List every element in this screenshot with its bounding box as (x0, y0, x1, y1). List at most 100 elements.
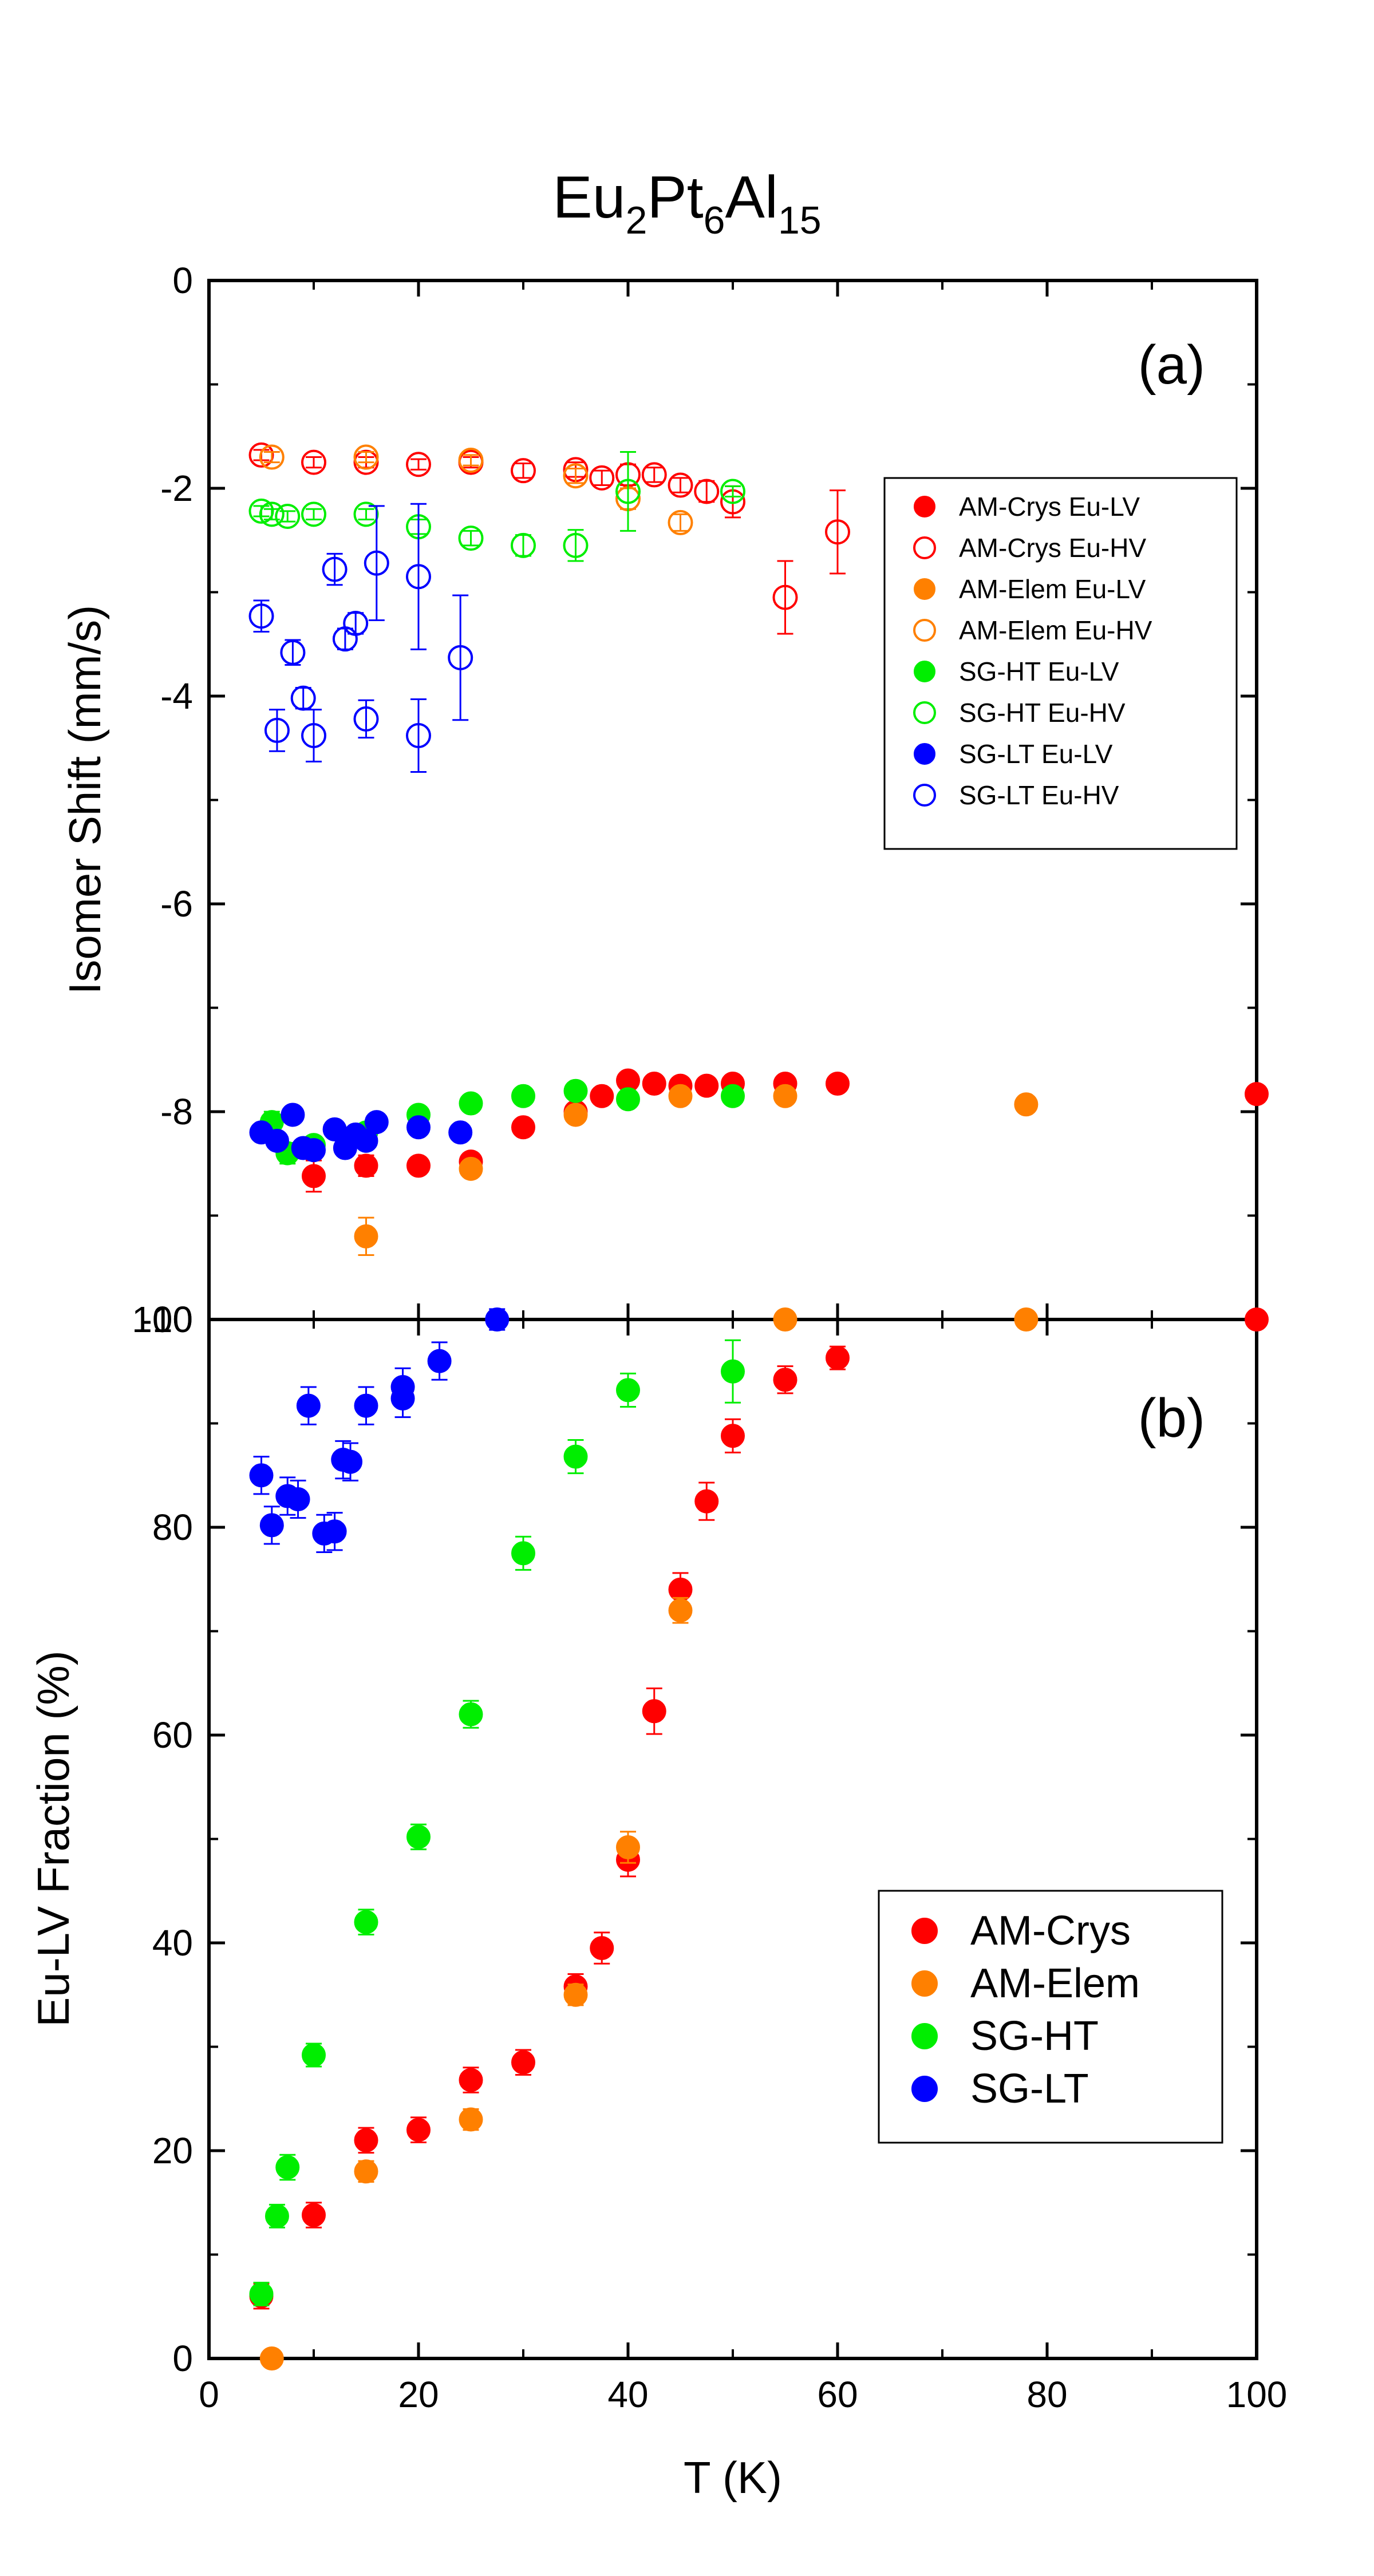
series-sg-lt (249, 1307, 510, 1554)
legend-marker (911, 1918, 938, 1944)
y-tick-label: 40 (152, 1922, 193, 1963)
data-point (694, 1489, 719, 1514)
panel-b-label: (b) (1138, 1388, 1205, 1449)
data-point (448, 645, 473, 670)
data-point (721, 1084, 745, 1108)
data-point (642, 1071, 666, 1096)
legend-label: AM-Crys (970, 1908, 1131, 1954)
data-point (301, 449, 326, 475)
data-point (281, 1103, 305, 1127)
legend-marker (914, 743, 935, 765)
legend-marker (911, 2076, 938, 2102)
x-tick-label: 40 (607, 2374, 648, 2415)
y-tick-label: 0 (172, 2338, 193, 2379)
panel-b-x-axis-title: T (K) (684, 2452, 782, 2503)
title-part-4: 6 (704, 199, 725, 242)
data-point (301, 501, 326, 527)
panel-a-y-axis-title: Isomer Shift (mm/s) (60, 605, 110, 994)
y-tick-label: -4 (160, 675, 193, 717)
data-point (302, 2203, 326, 2227)
series-am-elem-eu-lv (354, 1084, 1039, 1256)
data-point (642, 1699, 666, 1724)
data-point (259, 1513, 284, 1538)
data-point (641, 462, 667, 488)
data-point (406, 1153, 431, 1178)
panel-a-data-marks (248, 442, 1269, 1256)
data-point (264, 717, 290, 743)
data-point (616, 1087, 640, 1112)
title-part-3: Pt (647, 164, 703, 231)
legend-marker (913, 784, 936, 807)
data-point (302, 1164, 326, 1188)
data-point (406, 2117, 431, 2142)
y-tick-label: 0 (172, 260, 193, 301)
data-point (485, 1307, 510, 1332)
data-point (1245, 1082, 1269, 1107)
data-point (249, 2282, 274, 2306)
panel-b-frame (207, 1318, 1258, 2360)
y-tick-label: -2 (160, 468, 193, 509)
data-point (511, 1541, 535, 1566)
data-point (668, 472, 693, 498)
data-point (354, 1128, 378, 1153)
data-point (249, 1463, 274, 1488)
data-point (406, 1115, 431, 1140)
y-tick-label: 60 (152, 1714, 193, 1756)
panel-a-legend: AM-Crys Eu-LV AM-Crys Eu-HV AM-Elem Eu-LV A… (883, 477, 1238, 850)
title-part-6: 15 (778, 199, 822, 242)
data-point (296, 1393, 321, 1418)
panel-b-data-marks (249, 1307, 1269, 2370)
data-point (354, 1393, 378, 1418)
data-point (353, 501, 379, 527)
data-point (511, 532, 536, 558)
data-point (458, 526, 484, 551)
data-point (694, 1073, 719, 1098)
data-point (563, 463, 589, 489)
data-point (616, 1378, 640, 1402)
data-point (364, 550, 389, 576)
series-sg-ht-eu-hv (248, 451, 745, 562)
data-point (406, 564, 431, 590)
data-point (353, 444, 379, 470)
data-point (1014, 1307, 1039, 1332)
data-point (511, 1084, 535, 1108)
data-point (668, 1084, 693, 1108)
data-point (248, 603, 274, 629)
data-point (1245, 1307, 1269, 1332)
data-point (563, 1078, 588, 1103)
y-tick-label: -6 (160, 883, 193, 924)
data-point (511, 458, 536, 484)
data-point (406, 452, 431, 477)
legend-label: AM-Elem (970, 1961, 1140, 2006)
y-tick-label: 100 (132, 1299, 193, 1340)
data-point (1014, 1092, 1039, 1117)
data-point (354, 2128, 378, 2152)
data-point (563, 1103, 588, 1127)
data-point (772, 584, 798, 610)
legend-label: SG-LT Eu-LV (959, 739, 1113, 769)
data-point (668, 509, 693, 535)
data-point (721, 1424, 745, 1448)
panel-b-y-axis-title: Eu-LV Fraction (%) (28, 1650, 78, 2026)
data-point (364, 1110, 389, 1135)
legend-marker (914, 578, 935, 600)
title-part-2: 2 (626, 199, 647, 242)
legend-marker (914, 661, 935, 682)
data-point (286, 1487, 310, 1511)
data-point (773, 1368, 797, 1392)
y-tick-label: 20 (152, 2130, 193, 2171)
data-point (264, 2204, 289, 2229)
data-point (322, 1519, 347, 1544)
data-point (448, 1120, 473, 1145)
data-point (458, 447, 484, 473)
x-tick-label: 100 (1226, 2374, 1288, 2415)
series-am-crys-eu-hv (248, 442, 850, 635)
data-point (459, 2107, 483, 2132)
data-point (773, 1307, 797, 1332)
data-point (275, 2155, 300, 2180)
data-point (459, 2068, 483, 2092)
data-point (589, 465, 615, 491)
legend-marker (913, 619, 936, 642)
